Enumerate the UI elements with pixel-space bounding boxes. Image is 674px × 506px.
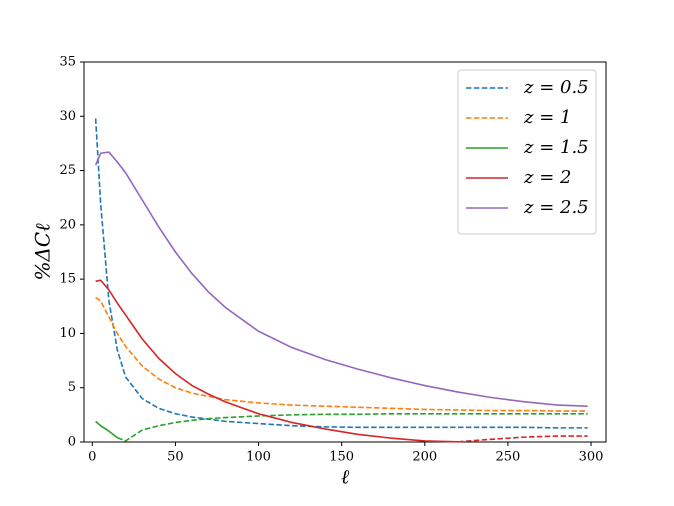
legend-label: z = 1 [523, 107, 571, 128]
y-tick-label: 10 [59, 326, 76, 341]
legend-label: z = 0.5 [523, 77, 589, 98]
y-tick-label: 5 [68, 380, 76, 395]
x-tick-label: 0 [88, 450, 96, 465]
line-series [95, 420, 118, 439]
y-axis-label: %ΔCℓ [31, 223, 55, 281]
x-axis-label: ℓ [341, 465, 350, 489]
y-tick-label: 0 [68, 435, 76, 450]
x-tick-label: 200 [412, 450, 437, 465]
legend-label: z = 1.5 [523, 137, 589, 158]
plot-frame [83, 61, 607, 443]
x-tick-label: 300 [579, 450, 604, 465]
y-tick-label: 25 [59, 163, 76, 178]
x-tick-label: 250 [496, 450, 521, 465]
line-series [94, 151, 588, 407]
x-tick-label: 50 [167, 450, 184, 465]
y-tick-label: 15 [59, 272, 76, 287]
legend-box [457, 69, 597, 235]
line-series [94, 118, 588, 429]
y-tick-label: 35 [59, 55, 76, 70]
legend-label: z = 2.5 [523, 197, 589, 218]
y-tick-label: 30 [59, 109, 76, 124]
line-series [95, 296, 588, 412]
line-series [457, 435, 588, 443]
legend-label: z = 2 [523, 167, 571, 188]
line-series [95, 279, 459, 443]
x-tick-label: 100 [246, 450, 271, 465]
x-tick-label: 150 [329, 450, 354, 465]
y-tick-label: 20 [59, 217, 76, 232]
